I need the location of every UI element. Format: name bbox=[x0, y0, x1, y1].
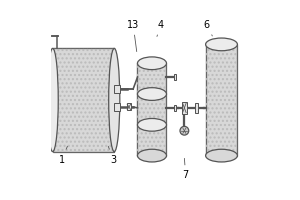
Bar bbox=[195, 103, 198, 113]
Ellipse shape bbox=[47, 48, 58, 152]
Bar bbox=[53, 48, 114, 152]
Bar bbox=[137, 125, 166, 156]
Ellipse shape bbox=[109, 48, 120, 152]
Ellipse shape bbox=[137, 57, 166, 70]
Ellipse shape bbox=[206, 38, 237, 51]
Ellipse shape bbox=[137, 88, 166, 100]
Bar bbox=[137, 94, 166, 125]
Bar bbox=[137, 63, 166, 94]
Bar bbox=[174, 105, 176, 111]
Text: 6: 6 bbox=[203, 20, 212, 36]
Text: 7: 7 bbox=[183, 158, 189, 180]
Bar bbox=[174, 74, 176, 80]
Bar bbox=[114, 103, 120, 111]
Circle shape bbox=[180, 126, 189, 135]
Bar bbox=[206, 44, 237, 156]
Bar bbox=[53, 48, 114, 152]
Text: 13: 13 bbox=[127, 20, 139, 52]
Text: 3: 3 bbox=[108, 146, 116, 165]
Text: 4: 4 bbox=[157, 20, 164, 36]
Text: 1: 1 bbox=[58, 146, 68, 165]
Ellipse shape bbox=[206, 149, 237, 162]
Bar bbox=[137, 125, 166, 156]
Ellipse shape bbox=[137, 149, 166, 162]
Bar bbox=[206, 44, 237, 156]
Bar bbox=[114, 85, 120, 93]
Bar bbox=[137, 63, 166, 94]
Bar bbox=[137, 94, 166, 125]
Ellipse shape bbox=[137, 118, 166, 131]
Bar bbox=[182, 102, 187, 114]
Bar bbox=[127, 103, 131, 110]
